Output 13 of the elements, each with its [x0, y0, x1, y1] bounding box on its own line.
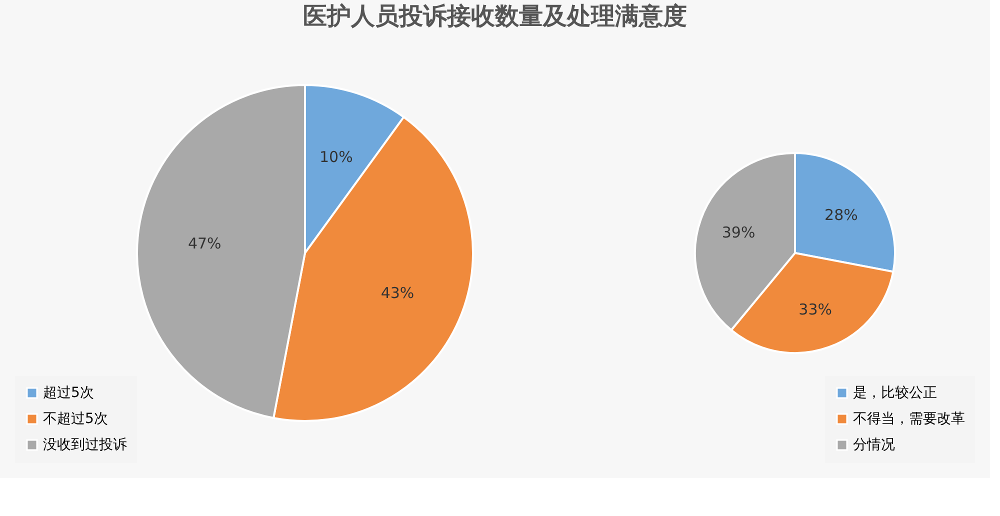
data-label: 28% [824, 206, 858, 224]
legend-label: 不得当，需要改革 [853, 411, 965, 427]
data-label: 33% [798, 300, 832, 318]
legend-label: 不超过5次 [43, 411, 108, 427]
data-label: 39% [722, 224, 756, 242]
legend-label: 是，比较公正 [853, 385, 937, 401]
data-label: 10% [319, 148, 353, 166]
data-label: 47% [188, 234, 222, 253]
chart-title: 医护人员投诉接收数量及处理满意度 [303, 2, 687, 30]
legend-label: 超过5次 [43, 385, 94, 401]
data-label: 43% [380, 284, 414, 302]
legend-label: 分情况 [853, 437, 895, 453]
legend-label: 没收到过投诉 [43, 437, 127, 453]
